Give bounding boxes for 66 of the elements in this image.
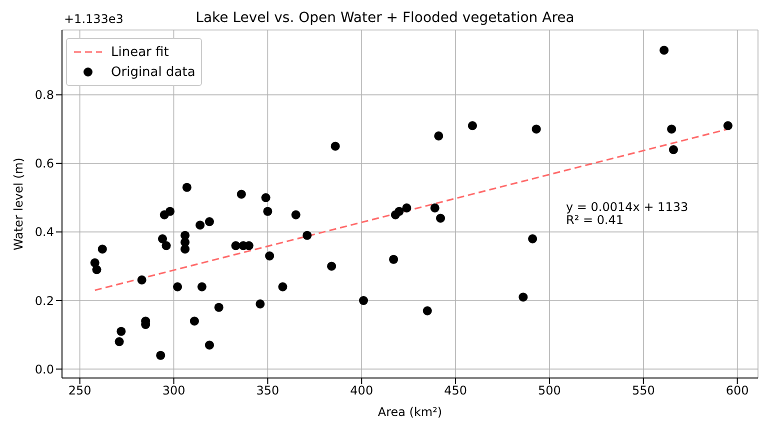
point [358,296,368,306]
point [532,124,541,134]
point [236,190,246,199]
point [278,282,288,292]
text: +1.133e3 [64,12,124,26]
point [434,131,444,140]
point [302,230,312,240]
point [92,265,102,274]
legend-label: Linear fit [111,44,169,60]
point [265,251,274,260]
x-tick-label: 350 [256,384,280,398]
point [204,217,214,226]
y-tick-label: 0.6 [34,156,54,171]
point [114,337,124,346]
point [158,234,168,244]
legend-label: Original data [111,64,196,80]
point [422,306,432,316]
point [182,182,192,192]
point [263,206,272,216]
point [137,275,146,284]
point [327,262,336,271]
x-tick-label: 400 [350,384,374,398]
point [389,254,398,264]
annotation: R² = 0.41 [566,213,625,227]
point [190,316,199,326]
point [156,350,166,360]
point [430,203,440,212]
y-tick-label: 0.2 [34,294,54,308]
y-tick-label: 0.0 [34,362,54,376]
point [667,124,676,134]
point [528,234,538,244]
x-tick-label: 450 [444,384,468,398]
point [468,121,477,130]
point [394,206,404,216]
point [261,193,270,202]
x-tick-label: 300 [162,384,186,398]
point [291,210,300,220]
point [116,326,126,336]
x-tick-label: 250 [68,384,92,398]
x-tick-label: 500 [538,384,561,398]
point [162,241,171,250]
point [173,282,182,292]
point [231,241,240,250]
point [668,145,678,154]
x-axis-title: Area (km²) [378,405,442,419]
point [723,121,732,130]
point [166,206,175,216]
point [180,230,190,240]
y-tick-label: 0.4 [34,225,54,240]
point [330,142,340,151]
x-tick-label: 550 [632,384,655,398]
chart-title: Lake Level vs. Open Water + Flooded vegetation Area [196,10,574,26]
x-tick-label: 600 [726,384,749,398]
point [98,244,107,254]
point [660,46,669,55]
point [436,214,446,223]
annotation: y = 0.0014x + 1133 [566,200,688,214]
y-axis-title: Water level (m) [11,158,26,250]
point [402,203,412,212]
point [204,340,214,350]
y-tick-label: 0.8 [34,88,54,102]
point [518,292,528,302]
point [214,302,224,312]
point [196,220,205,230]
point [197,282,206,292]
point [256,299,265,308]
